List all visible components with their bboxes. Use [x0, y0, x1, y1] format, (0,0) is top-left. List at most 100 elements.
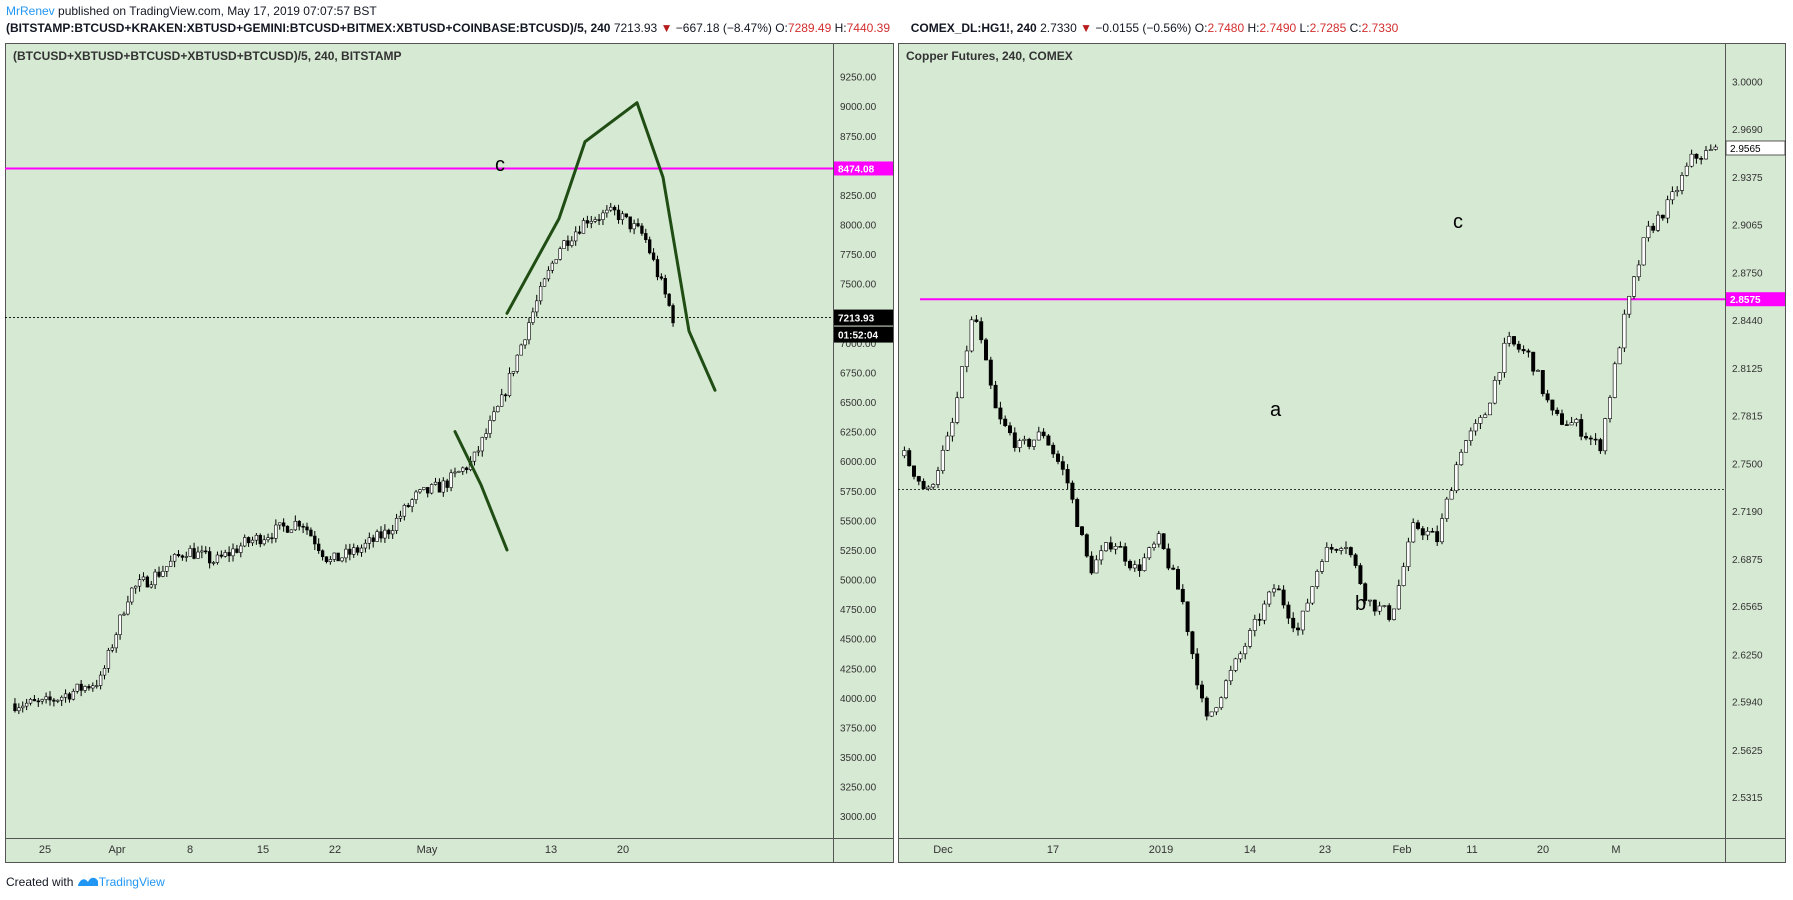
candle-body — [1464, 440, 1468, 453]
candle-body — [993, 384, 998, 409]
candle-body — [394, 518, 399, 531]
candle-body — [32, 699, 37, 702]
candle-body — [1444, 498, 1449, 519]
candle-body — [36, 700, 40, 703]
candle-body — [207, 551, 212, 564]
candle-body — [1128, 560, 1132, 569]
candle-body — [1651, 225, 1656, 231]
candle-body — [1699, 158, 1704, 160]
candle-body — [1512, 336, 1516, 345]
candle-body — [453, 471, 457, 474]
tradingview-link[interactable]: TradingView — [98, 875, 165, 889]
symbol-line: (BITSTAMP:BTCUSD+KRAKEN:XBTUSD+GEMINI:BT… — [6, 21, 1398, 35]
y-tick-label: 2.9065 — [1732, 220, 1763, 231]
candle-body — [200, 550, 204, 553]
candle-body — [336, 552, 340, 562]
candle-body — [1252, 619, 1257, 631]
candle-body — [574, 231, 578, 242]
candle-body — [1665, 199, 1670, 219]
candle-body — [998, 407, 1003, 420]
wave-label: c — [1453, 211, 1463, 233]
x-tick-label: M — [1611, 844, 1620, 856]
candle-body — [204, 550, 208, 553]
candle-body — [1632, 276, 1636, 297]
author-link[interactable]: MrRenev — [6, 4, 55, 18]
candle-body — [344, 548, 348, 559]
candle-body — [585, 220, 590, 224]
down-arrow-icon: ▼ — [660, 21, 673, 35]
candle-body — [1012, 432, 1017, 448]
candle-body — [1070, 482, 1075, 500]
candle-body — [250, 539, 255, 544]
y-tick-label: 9250.00 — [840, 73, 877, 84]
candle-body — [114, 634, 118, 649]
candle-body — [527, 322, 531, 341]
candle-body — [562, 240, 566, 249]
right-symbol: COMEX_DL:HG1!, 240 — [910, 21, 1037, 35]
time-axis — [5, 838, 894, 863]
candle-body — [192, 548, 196, 559]
candle-body — [1262, 603, 1267, 621]
y-tick-label: 2.9690 — [1732, 125, 1763, 136]
x-tick-label: 13 — [545, 844, 557, 856]
candle-body — [960, 366, 964, 399]
candle-body — [188, 548, 192, 557]
candle-body — [945, 435, 950, 451]
candle-body — [340, 557, 344, 562]
candle-body — [1588, 437, 1593, 440]
candle-body — [984, 339, 988, 361]
candle-body — [1598, 439, 1603, 452]
candle-body — [1315, 571, 1320, 587]
candle-body — [367, 537, 371, 544]
candle-body — [281, 522, 286, 527]
candle-body — [589, 221, 593, 224]
candle-body — [1521, 349, 1526, 352]
level-line-label: 2.8575 — [1730, 295, 1761, 306]
plot-area — [5, 43, 833, 838]
y-tick-label: 2.5625 — [1732, 746, 1763, 757]
candle-body — [1046, 435, 1051, 446]
candle-body — [1675, 190, 1680, 193]
candle-body — [219, 554, 223, 557]
copper-chart-panel[interactable]: Copper Futures, 240, COMEX 3.0000 2.9690 2.… — [898, 43, 1786, 863]
panel-border — [5, 43, 894, 863]
candle-body — [472, 451, 477, 462]
candle-body — [628, 216, 632, 230]
y-tick-label: 6500.00 — [840, 398, 877, 409]
candle-body — [102, 668, 107, 676]
candle-body — [663, 278, 667, 295]
candle-body — [254, 534, 259, 541]
right-close-label: C: — [1349, 21, 1362, 35]
x-tick-label: 2019 — [1149, 844, 1173, 856]
left-open-label: O: — [775, 21, 788, 35]
candle-body — [1233, 658, 1238, 671]
candle-body — [1694, 153, 1699, 159]
left-price: 7213.93 — [613, 21, 658, 35]
wave-label: b — [1355, 593, 1366, 615]
candle-body — [309, 529, 313, 537]
candle-body — [1320, 561, 1324, 572]
candle-body — [1089, 555, 1094, 574]
candle-body — [1382, 605, 1387, 607]
candle-body — [1627, 296, 1632, 315]
candle-body — [1137, 564, 1142, 571]
candle-body — [21, 705, 25, 709]
bitcoin-chart-panel[interactable]: (BTCUSD+XBTUSD+BTCUSD+XBTUSD+BTCUSD)/5, … — [5, 43, 894, 863]
candle-body — [1228, 670, 1233, 682]
candle-body — [1176, 569, 1180, 590]
y-tick-label: 5250.00 — [840, 546, 877, 557]
candle-body — [17, 707, 21, 712]
candle-body — [1156, 533, 1161, 545]
wave-label: a — [1270, 399, 1282, 421]
candle-body — [231, 548, 235, 557]
candle-body — [511, 371, 516, 374]
candle-body — [969, 319, 974, 352]
candle-body — [387, 529, 391, 535]
candle-body — [1420, 528, 1425, 536]
candle-body — [1507, 336, 1512, 344]
candle-body — [215, 554, 220, 563]
down-arrow-icon: ▼ — [1080, 21, 1093, 35]
candle-body — [398, 515, 403, 519]
time-axis — [898, 838, 1786, 863]
x-tick-label: 23 — [1319, 844, 1331, 856]
